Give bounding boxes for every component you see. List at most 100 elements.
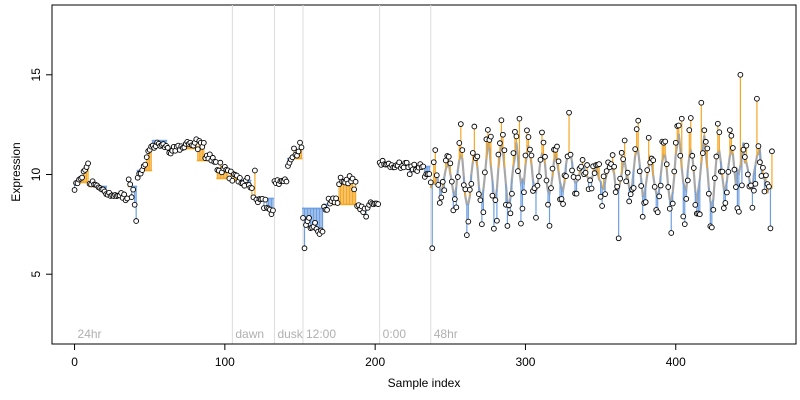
data-point <box>578 163 584 170</box>
data-point <box>333 195 339 202</box>
data-point <box>621 137 628 144</box>
data-point <box>130 186 137 193</box>
y-axis-title: Expression <box>9 142 23 201</box>
data-point <box>623 178 630 185</box>
data-point <box>600 173 607 180</box>
data-point <box>396 159 403 166</box>
data-point <box>469 150 476 156</box>
data-point <box>212 159 219 165</box>
data-point <box>252 167 258 174</box>
data-point <box>534 182 541 189</box>
data-point <box>430 159 437 166</box>
data-point <box>143 154 150 161</box>
data-point <box>528 152 535 159</box>
data-point <box>603 168 610 174</box>
data-point <box>632 146 639 152</box>
data-point <box>548 185 554 191</box>
data-point <box>761 188 768 195</box>
data-point <box>133 218 140 224</box>
data-point <box>626 198 633 205</box>
data-point <box>438 194 445 201</box>
data-point <box>237 175 243 181</box>
data-point <box>435 182 442 188</box>
data-point <box>713 153 720 160</box>
data-point <box>722 200 729 206</box>
data-point <box>447 160 454 167</box>
data-point <box>749 204 756 211</box>
data-point <box>662 138 669 145</box>
data-point <box>456 140 463 146</box>
data-point <box>686 127 693 133</box>
data-point <box>558 196 565 202</box>
data-point <box>684 177 691 184</box>
data-point <box>375 201 382 207</box>
data-point <box>710 206 717 213</box>
data-point <box>635 117 642 124</box>
data-point <box>573 190 580 197</box>
data-point <box>471 123 478 130</box>
data-point <box>672 139 679 146</box>
data-point <box>769 148 775 155</box>
data-point <box>721 205 727 212</box>
data-point <box>241 182 248 189</box>
data-point <box>128 194 135 200</box>
data-point <box>566 109 572 116</box>
data-point <box>599 203 605 209</box>
data-point <box>537 156 544 163</box>
data-point <box>645 134 652 141</box>
data-point <box>758 173 765 179</box>
data-point <box>71 187 78 193</box>
data-point <box>677 152 684 159</box>
data-point <box>719 168 726 175</box>
y-tick-label: 10 <box>29 168 43 182</box>
x-tick-label: 300 <box>515 355 535 369</box>
data-point <box>708 224 715 231</box>
data-point <box>669 200 676 207</box>
data-point <box>689 152 696 159</box>
data-point <box>506 202 512 209</box>
data-point <box>124 195 131 202</box>
data-point <box>724 189 730 196</box>
data-point <box>620 156 627 162</box>
data-point <box>319 228 326 235</box>
data-point <box>549 165 556 172</box>
data-point <box>751 187 757 194</box>
data-point <box>411 161 418 168</box>
data-point <box>680 213 687 220</box>
data-point <box>352 178 359 185</box>
data-point <box>671 168 678 175</box>
data-point <box>497 140 503 147</box>
data-point <box>555 158 562 165</box>
y-tick-label: 5 <box>29 271 43 278</box>
phase-lines <box>231 5 432 344</box>
data-point <box>121 191 127 198</box>
data-point <box>588 185 595 192</box>
data-point <box>436 200 443 206</box>
data-point <box>518 220 524 227</box>
data-point <box>699 150 706 156</box>
data-point <box>142 161 149 168</box>
data-point <box>494 217 500 224</box>
data-point <box>291 145 297 152</box>
data-point <box>612 189 619 196</box>
data-point <box>575 174 581 181</box>
data-point <box>441 187 448 194</box>
data-point <box>334 200 341 206</box>
data-point <box>615 235 622 242</box>
data-point <box>687 115 694 121</box>
data-point <box>509 190 515 197</box>
data-point <box>596 161 602 167</box>
data-point <box>476 191 482 197</box>
data-point <box>666 205 673 212</box>
data-point <box>297 139 303 146</box>
y-tick-label: 15 <box>29 68 43 82</box>
data-point <box>533 214 539 221</box>
data-point <box>507 210 514 217</box>
data-point <box>206 151 213 158</box>
data-point <box>468 181 475 187</box>
data-point <box>582 169 589 176</box>
data-point <box>439 178 446 185</box>
data-point <box>488 133 494 140</box>
data-point <box>636 168 643 175</box>
data-point <box>125 176 132 183</box>
